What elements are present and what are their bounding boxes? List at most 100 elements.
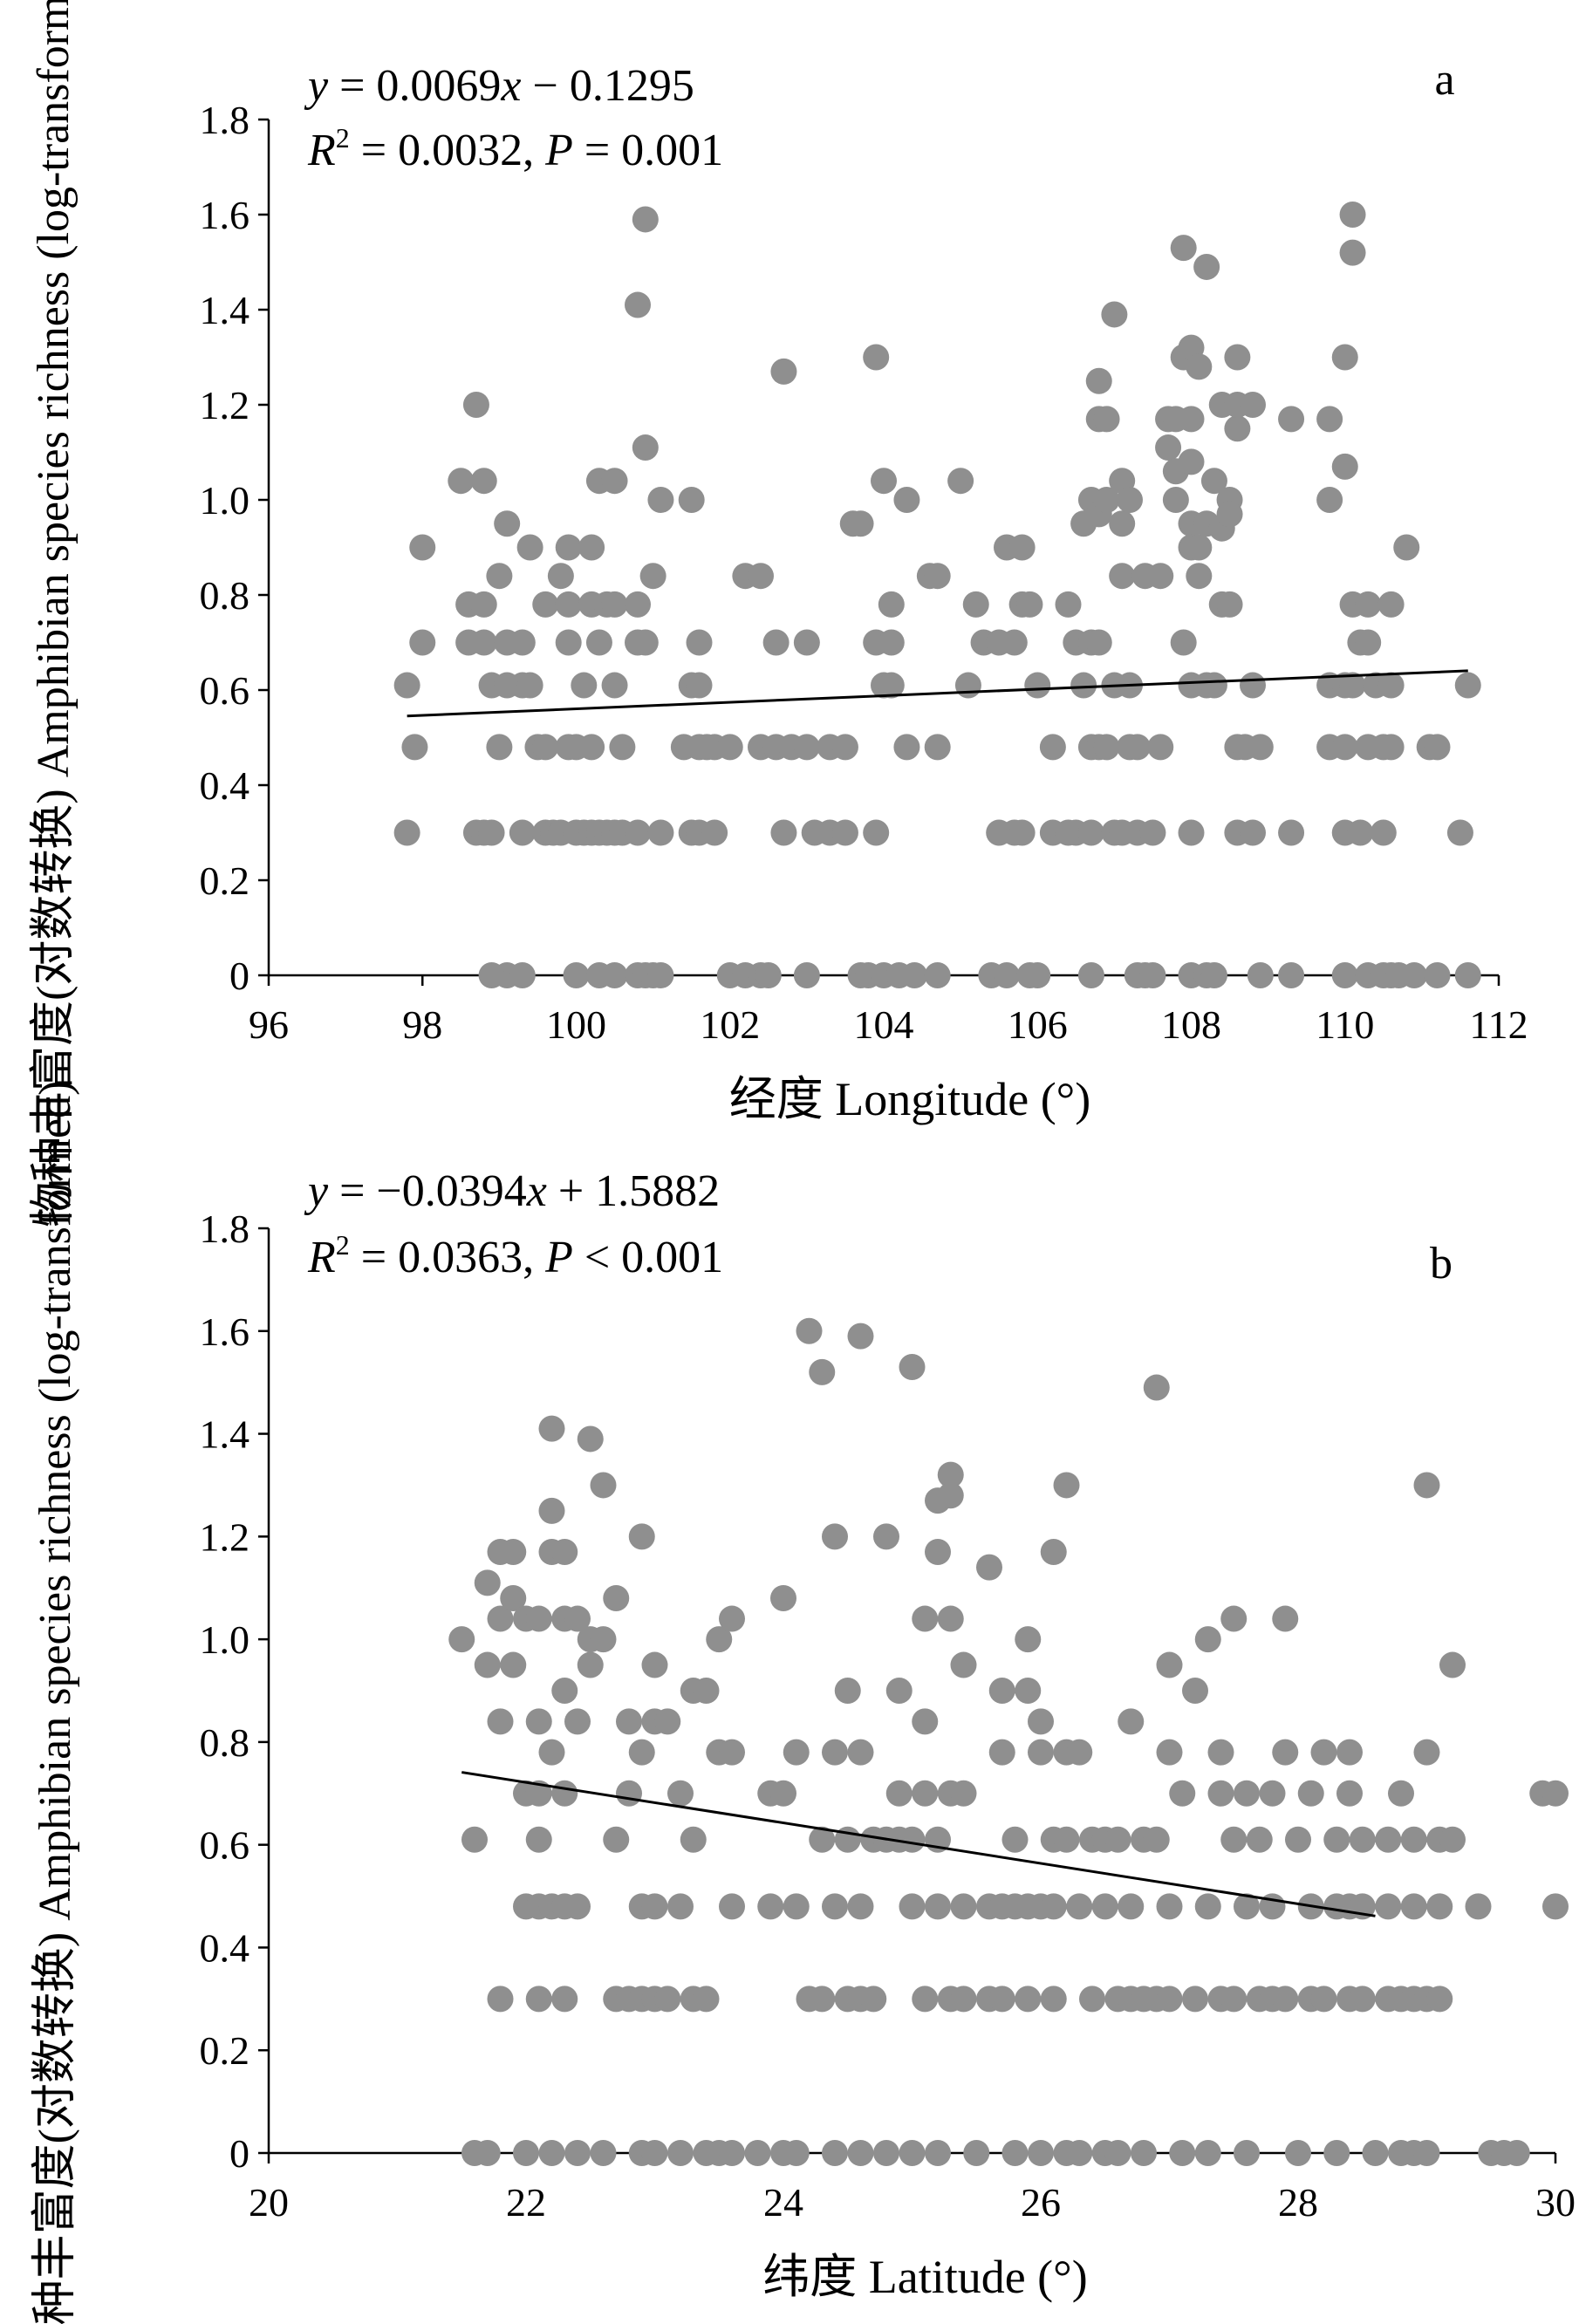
equation-part: = 0.0363, — [350, 1233, 545, 1282]
y-tick-label: 1.0 — [200, 478, 250, 523]
data-point — [1008, 819, 1036, 846]
data-point — [1220, 1826, 1247, 1853]
data-point — [1156, 1986, 1183, 2013]
data-point — [1355, 629, 1382, 656]
data-point — [609, 734, 636, 761]
data-point — [1101, 301, 1128, 328]
data-point — [1156, 1739, 1183, 1766]
equation-part: = 0.0032, — [350, 126, 545, 175]
data-point — [1240, 392, 1266, 418]
data-point — [901, 962, 928, 988]
data-point — [628, 1739, 655, 1766]
data-point — [1015, 1986, 1042, 2013]
data-point — [1439, 1826, 1466, 1853]
data-point — [686, 672, 713, 699]
data-point — [601, 962, 628, 988]
data-point — [822, 1893, 848, 1920]
data-point — [1349, 1986, 1376, 2013]
data-point — [603, 1826, 630, 1853]
y-tick-label: 1.4 — [200, 288, 250, 332]
data-point — [667, 2140, 694, 2166]
data-point — [912, 1780, 939, 1807]
data-point — [1331, 344, 1358, 371]
data-point — [1349, 1826, 1376, 1853]
data-point — [1240, 819, 1266, 846]
data-point — [937, 1482, 964, 1509]
data-point — [590, 1626, 617, 1653]
trendline — [407, 669, 1468, 718]
data-point — [748, 563, 774, 590]
data-point — [719, 1605, 745, 1632]
data-point — [885, 1780, 913, 1807]
data-point — [1446, 819, 1473, 846]
y-tick-label: 1.2 — [200, 383, 250, 427]
data-point — [1194, 2140, 1221, 2166]
data-point — [1247, 734, 1274, 761]
data-point — [1375, 1893, 1402, 1920]
x-axis-title: 经度 Longitude (°) — [729, 1073, 1091, 1125]
x-tick-label: 24 — [763, 2180, 803, 2225]
data-point — [937, 1605, 964, 1632]
data-point — [1240, 672, 1266, 699]
y-tick-label: 1.6 — [200, 193, 250, 237]
y-tick-label: 1.8 — [200, 98, 250, 142]
data-point — [641, 1651, 668, 1678]
equation-part: − 0.1295 — [522, 61, 694, 111]
data-point — [1079, 1986, 1105, 2013]
data-point — [1053, 1826, 1080, 1853]
data-point — [632, 434, 659, 461]
equation-part: P — [544, 126, 573, 175]
data-point — [899, 1893, 926, 1920]
data-point — [1124, 734, 1151, 761]
data-point — [1093, 734, 1120, 761]
y-axis-title: 物种丰富度(对数转换) Amphibian species richness (… — [29, 0, 79, 1227]
data-point — [1178, 406, 1205, 433]
equation-part: y — [304, 61, 329, 111]
data-point — [555, 534, 582, 561]
data-point — [847, 1739, 874, 1766]
data-point — [757, 1893, 784, 1920]
data-point — [1401, 962, 1428, 988]
data-point — [448, 468, 475, 495]
data-point — [628, 1523, 655, 1550]
data-point — [601, 591, 628, 618]
data-point — [1015, 1678, 1042, 1704]
data-point — [538, 1497, 565, 1524]
data-point — [1077, 819, 1104, 846]
data-point — [538, 2140, 565, 2166]
data-point — [847, 1323, 874, 1350]
equation-part: = 0.0069 — [328, 61, 501, 111]
data-point — [1186, 563, 1213, 590]
data-point — [1310, 1739, 1337, 1766]
data-point — [625, 291, 651, 318]
data-point — [551, 1539, 578, 1565]
y-tick-label: 1.2 — [200, 1514, 250, 1559]
data-point — [1091, 1893, 1118, 1920]
data-point — [822, 1739, 848, 1766]
data-point — [1118, 1708, 1145, 1735]
equation-part: = −0.0394 — [328, 1166, 527, 1216]
data-point — [1336, 1739, 1363, 1766]
data-point — [1220, 1605, 1247, 1632]
data-point — [1194, 1626, 1221, 1653]
data-point — [847, 510, 874, 537]
data-point — [525, 1826, 552, 1853]
data-point — [1424, 962, 1451, 988]
data-point — [1104, 2140, 1131, 2166]
y-tick-label: 0.8 — [200, 573, 250, 618]
data-point — [912, 1708, 939, 1735]
equation-part: < 0.001 — [573, 1233, 723, 1282]
data-point — [893, 487, 920, 513]
data-point — [831, 734, 858, 761]
data-point — [1093, 406, 1120, 433]
data-point — [1182, 1986, 1208, 2013]
data-point — [500, 1585, 527, 1611]
data-point — [793, 629, 820, 656]
equation-part: R — [307, 1233, 336, 1282]
data-point — [924, 962, 951, 988]
data-point — [1377, 591, 1405, 618]
data-point — [1055, 591, 1082, 618]
data-point — [770, 1585, 796, 1611]
data-point — [494, 510, 521, 537]
data-point — [1316, 487, 1343, 513]
